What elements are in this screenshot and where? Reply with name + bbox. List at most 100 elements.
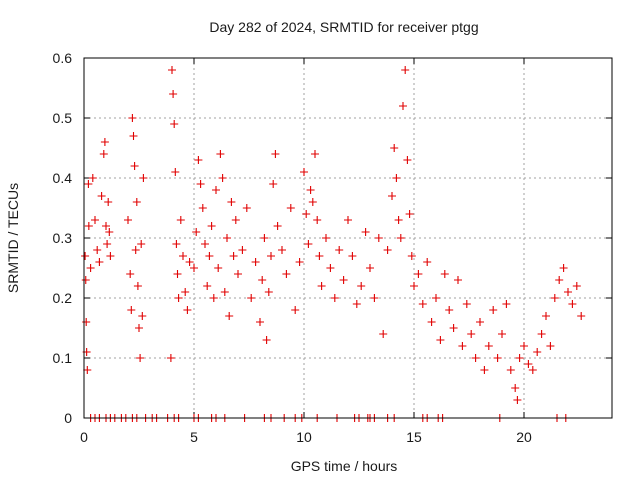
data-point bbox=[136, 354, 145, 362]
data-point bbox=[322, 234, 330, 242]
x-tick-label: 5 bbox=[190, 429, 198, 445]
data-point bbox=[520, 342, 528, 350]
data-point bbox=[104, 198, 113, 206]
data-point bbox=[171, 168, 180, 176]
data-point bbox=[99, 150, 108, 158]
data-point bbox=[317, 282, 326, 290]
data-point bbox=[102, 222, 110, 230]
data-point bbox=[209, 294, 218, 302]
data-point bbox=[138, 312, 147, 320]
data-point bbox=[205, 252, 214, 260]
data-point bbox=[93, 246, 102, 254]
data-point bbox=[183, 306, 192, 314]
y-axis-label: SRMTID / TECUs bbox=[5, 183, 21, 293]
data-point bbox=[271, 150, 280, 158]
data-point bbox=[502, 300, 511, 308]
data-point bbox=[330, 294, 339, 302]
data-point bbox=[311, 150, 319, 158]
data-point bbox=[95, 258, 104, 266]
data-point bbox=[238, 246, 247, 254]
data-point bbox=[83, 366, 92, 374]
data-point bbox=[218, 174, 227, 182]
data-point bbox=[467, 330, 476, 338]
data-point bbox=[449, 324, 458, 332]
y-tick-label: 0 bbox=[64, 410, 72, 426]
data-point bbox=[126, 270, 135, 278]
data-point bbox=[84, 222, 93, 230]
data-point bbox=[564, 288, 572, 296]
data-point bbox=[137, 240, 146, 248]
data-point bbox=[555, 276, 564, 284]
data-point bbox=[267, 252, 275, 260]
data-point bbox=[168, 66, 176, 74]
plot-frame bbox=[83, 57, 613, 419]
x-tick-label: 15 bbox=[406, 429, 422, 445]
data-point bbox=[462, 300, 471, 308]
data-point bbox=[361, 228, 370, 236]
data-point bbox=[300, 168, 308, 176]
data-point bbox=[471, 354, 480, 362]
y-tick-label: 0.6 bbox=[53, 50, 73, 66]
data-point bbox=[203, 282, 212, 290]
tick-labels: 0 0.1 0.2 0.3 0.4 0.5 0.6 0 5 10 15 20 bbox=[53, 50, 532, 445]
x-axis-label: GPS time / hours bbox=[291, 458, 398, 474]
data-point bbox=[498, 330, 506, 338]
data-point bbox=[201, 240, 209, 248]
data-point bbox=[166, 354, 175, 362]
data-point bbox=[181, 288, 190, 296]
data-point bbox=[88, 174, 97, 182]
data-point bbox=[225, 312, 234, 320]
data-point bbox=[436, 336, 445, 344]
x-tick-label: 20 bbox=[516, 429, 532, 445]
data-point bbox=[335, 246, 344, 254]
data-point bbox=[537, 330, 546, 338]
data-point bbox=[190, 264, 198, 272]
data-point bbox=[414, 270, 423, 278]
data-point bbox=[542, 312, 550, 320]
data-point bbox=[103, 240, 112, 248]
data-point bbox=[374, 234, 383, 242]
data-point bbox=[172, 240, 181, 248]
data-point bbox=[124, 216, 132, 224]
data-point bbox=[264, 288, 273, 296]
data-point bbox=[550, 294, 559, 302]
data-point bbox=[383, 246, 392, 254]
data-point bbox=[82, 318, 91, 326]
data-point bbox=[173, 270, 182, 278]
data-point bbox=[339, 276, 348, 284]
data-point bbox=[106, 252, 115, 260]
data-point bbox=[302, 210, 311, 218]
data-point bbox=[84, 180, 93, 188]
data-point bbox=[100, 138, 109, 146]
x-tick-label: 0 bbox=[80, 429, 88, 445]
data-point bbox=[260, 234, 269, 242]
data-point bbox=[577, 312, 586, 320]
data-point bbox=[524, 360, 533, 368]
data-point bbox=[262, 336, 271, 344]
data-point bbox=[216, 150, 225, 158]
data-point bbox=[194, 156, 203, 164]
data-point bbox=[432, 294, 440, 302]
data-point bbox=[81, 276, 90, 284]
y-tick-label: 0.3 bbox=[53, 230, 73, 246]
data-point bbox=[403, 156, 412, 164]
data-point bbox=[256, 318, 264, 326]
data-point bbox=[313, 216, 322, 224]
data-point bbox=[81, 252, 90, 260]
data-point bbox=[506, 366, 515, 374]
data-point bbox=[348, 252, 357, 260]
data-point bbox=[445, 306, 454, 314]
data-point bbox=[196, 180, 205, 188]
data-point bbox=[179, 252, 187, 260]
data-point bbox=[410, 282, 418, 290]
data-point bbox=[278, 246, 286, 254]
data-point bbox=[511, 384, 520, 392]
data-point bbox=[286, 204, 295, 212]
data-point bbox=[132, 198, 141, 206]
data-point bbox=[352, 300, 361, 308]
data-point bbox=[407, 252, 416, 260]
data-point bbox=[306, 186, 315, 194]
data-point bbox=[357, 282, 366, 290]
data-point bbox=[489, 306, 498, 314]
